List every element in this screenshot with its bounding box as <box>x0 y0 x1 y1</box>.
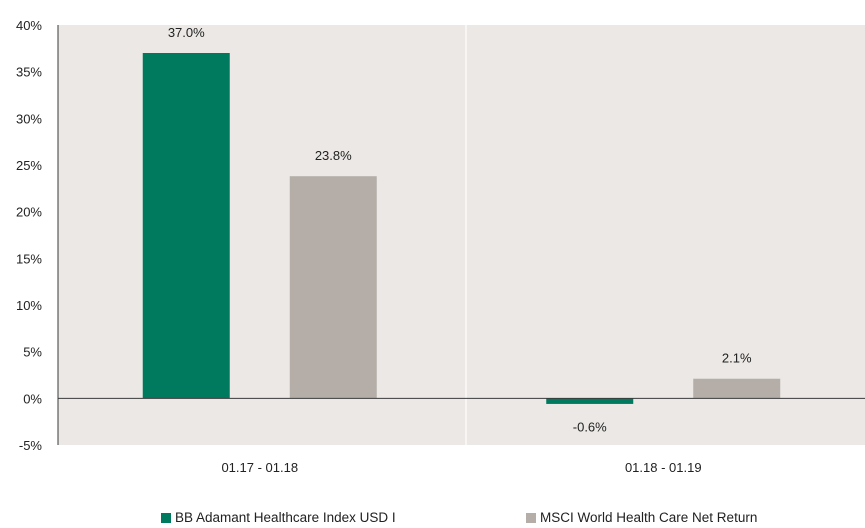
legend-label-msci-world: MSCI World Health Care Net Return <box>540 510 758 525</box>
data-label-series-0-cat-1: -0.6% <box>573 419 607 434</box>
y-tick-label: 25% <box>16 158 42 173</box>
legend-label-bb-adamant: BB Adamant Healthcare Index USD I <box>175 510 396 525</box>
legend-item-msci-world: MSCI World Health Care Net Return <box>526 510 757 525</box>
y-axis: 40% 35% 30% 25% 20% 15% 10% 5% 0% -5% <box>16 18 42 453</box>
y-tick-label: 0% <box>23 391 42 406</box>
data-label-series-1-cat-1: 2.1% <box>722 351 752 366</box>
y-tick-label: 15% <box>16 251 42 266</box>
bar-series-0-cat-0 <box>142 53 230 399</box>
y-tick-label: -5% <box>19 438 43 453</box>
bar-series-1-cat-0 <box>289 176 377 399</box>
y-tick-label: 5% <box>23 345 42 360</box>
legend-swatch-bb-adamant <box>161 512 171 523</box>
category-label: 01.18 - 01.19 <box>625 460 702 475</box>
y-tick-label: 20% <box>16 205 42 220</box>
bars <box>142 53 781 404</box>
data-label-series-1-cat-0: 23.8% <box>315 148 352 163</box>
y-tick-label: 30% <box>16 111 42 126</box>
bar-series-0-cat-1 <box>546 398 634 404</box>
y-tick-label: 40% <box>16 18 42 33</box>
y-tick-label: 35% <box>16 65 42 80</box>
legend: BB Adamant Healthcare Index USD I MSCI W… <box>0 510 865 528</box>
data-label-series-0-cat-0: 37.0% <box>168 25 205 40</box>
legend-swatch-msci-world <box>526 512 536 523</box>
bar-series-1-cat-1 <box>693 378 781 399</box>
category-label: 01.17 - 01.18 <box>221 460 298 475</box>
legend-item-bb-adamant: BB Adamant Healthcare Index USD I <box>161 510 396 525</box>
data-labels: 37.0% 23.8% -0.6% 2.1% <box>168 25 752 434</box>
y-tick-label: 10% <box>16 298 42 313</box>
x-axis: 01.17 - 01.18 01.18 - 01.19 <box>221 460 701 475</box>
